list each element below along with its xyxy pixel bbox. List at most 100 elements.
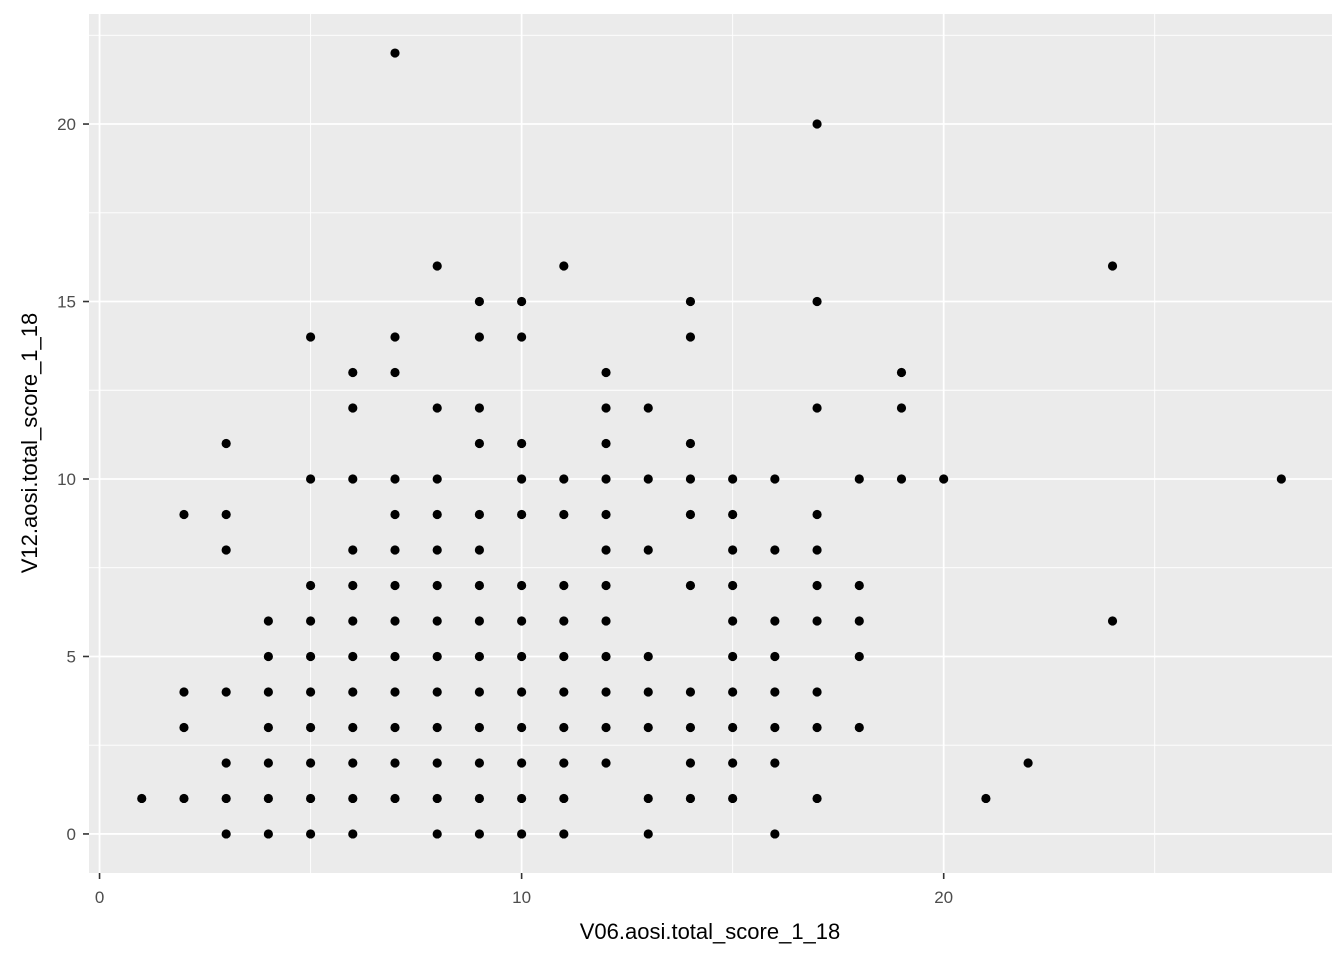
data-point xyxy=(728,474,738,484)
data-point xyxy=(263,793,273,804)
data-point xyxy=(390,651,400,662)
x-axis-title: V06.aosi.total_score_1_18 xyxy=(580,919,841,944)
data-point xyxy=(643,545,653,555)
data-point xyxy=(390,509,400,520)
data-point xyxy=(474,509,485,520)
data-point xyxy=(812,403,822,413)
data-point xyxy=(1023,758,1033,768)
data-point xyxy=(1276,474,1286,484)
data-point xyxy=(390,545,400,555)
data-point xyxy=(432,474,442,484)
data-points xyxy=(137,48,1286,839)
data-point xyxy=(559,580,569,591)
data-point xyxy=(896,403,907,413)
y-tick-label: 0 xyxy=(67,825,76,844)
data-point xyxy=(559,722,569,733)
data-point xyxy=(305,829,316,839)
data-point xyxy=(179,509,189,520)
data-point xyxy=(348,722,358,733)
data-point xyxy=(179,722,189,733)
data-point xyxy=(770,651,780,662)
data-point xyxy=(643,651,653,662)
data-point xyxy=(812,545,822,555)
data-point xyxy=(517,332,527,342)
data-point xyxy=(390,616,400,626)
data-point xyxy=(305,687,316,697)
data-point xyxy=(432,545,442,555)
data-point xyxy=(559,829,569,839)
data-point xyxy=(474,829,485,839)
data-point xyxy=(517,438,527,449)
data-point xyxy=(474,438,485,449)
data-point xyxy=(390,580,400,591)
data-point xyxy=(474,687,485,697)
data-point xyxy=(474,332,485,342)
data-point xyxy=(390,722,400,733)
data-point xyxy=(896,367,907,378)
data-point xyxy=(559,793,569,804)
data-point xyxy=(854,651,864,662)
data-point xyxy=(728,758,738,768)
data-point xyxy=(137,793,147,804)
data-point xyxy=(348,403,358,413)
data-point xyxy=(263,829,273,839)
data-point xyxy=(643,793,653,804)
x-tick-label: 20 xyxy=(934,888,953,907)
data-point xyxy=(643,722,653,733)
data-point xyxy=(517,474,527,484)
data-point xyxy=(1107,261,1118,271)
data-point xyxy=(1107,616,1118,626)
x-tick-label: 10 xyxy=(512,888,531,907)
data-point xyxy=(812,687,822,697)
data-point xyxy=(685,793,696,804)
data-point xyxy=(685,722,696,733)
data-point xyxy=(305,580,316,591)
data-point xyxy=(305,616,316,626)
data-point xyxy=(812,509,822,520)
data-point xyxy=(390,758,400,768)
data-point xyxy=(474,403,485,413)
data-point xyxy=(770,616,780,626)
data-point xyxy=(559,687,569,697)
data-point xyxy=(770,758,780,768)
data-point xyxy=(517,829,527,839)
data-point xyxy=(939,474,949,484)
y-tick-label: 10 xyxy=(57,470,76,489)
data-point xyxy=(221,793,231,804)
data-point xyxy=(812,580,822,591)
data-point xyxy=(517,758,527,768)
data-point xyxy=(812,119,822,129)
data-point xyxy=(221,545,231,555)
data-point xyxy=(812,793,822,804)
data-point xyxy=(685,296,696,307)
data-point xyxy=(601,687,611,697)
y-tick-label: 5 xyxy=(67,647,76,666)
data-point xyxy=(517,793,527,804)
data-point xyxy=(263,687,273,697)
data-point xyxy=(517,722,527,733)
y-tick-label: 20 xyxy=(57,115,76,134)
y-axis-ticks: 0 5 10 15 20 xyxy=(57,115,89,844)
data-point xyxy=(390,367,400,378)
data-point xyxy=(305,474,316,484)
data-point xyxy=(474,580,485,591)
data-point xyxy=(601,651,611,662)
data-point xyxy=(601,474,611,484)
data-point xyxy=(685,438,696,449)
x-axis-ticks: 0 10 20 xyxy=(95,873,953,907)
data-point xyxy=(685,509,696,520)
data-point xyxy=(770,474,780,484)
data-point xyxy=(348,829,358,839)
data-point xyxy=(474,296,485,307)
data-point xyxy=(305,722,316,733)
data-point xyxy=(517,296,527,307)
data-point xyxy=(390,687,400,697)
data-point xyxy=(348,687,358,697)
data-point xyxy=(643,829,653,839)
data-point xyxy=(728,722,738,733)
data-point xyxy=(432,651,442,662)
data-point xyxy=(348,793,358,804)
data-point xyxy=(474,651,485,662)
data-point xyxy=(221,687,231,697)
